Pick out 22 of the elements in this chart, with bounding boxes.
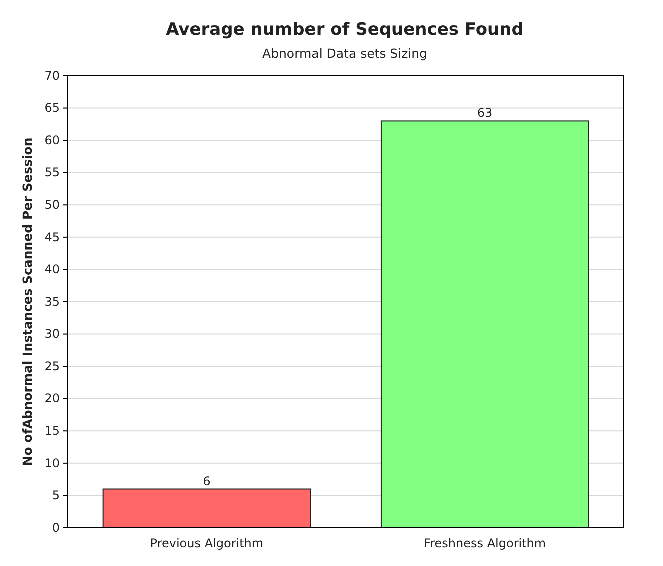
data-label: 63 [477, 106, 493, 120]
y-tick-label: 65 [44, 101, 60, 116]
y-tick-label: 70 [44, 68, 60, 83]
y-tick-label: 45 [44, 230, 60, 244]
y-tick-label: 10 [44, 456, 60, 470]
y-tick-label: 25 [44, 359, 60, 374]
chart-subtitle: Abnormal Data sets Sizing [262, 46, 428, 61]
y-tick-label: 50 [44, 198, 60, 212]
data-label: 6 [203, 474, 211, 488]
x-tick-label: Freshness Algorithm [424, 536, 546, 551]
chart-title: Average number of Sequences Found [166, 20, 524, 40]
y-tick-label: 60 [44, 133, 60, 148]
y-tick-label: 0 [52, 520, 60, 535]
y-tick-label: 55 [44, 166, 60, 180]
y-tick-label: 20 [44, 392, 60, 406]
y-tick-label: 40 [44, 262, 60, 277]
y-tick-label: 5 [52, 488, 60, 503]
y-tick-label: 30 [44, 327, 60, 342]
y-tick-label: 15 [44, 424, 60, 438]
y-tick-label: 35 [44, 294, 60, 309]
y-axis-title: No ofAbnormal Instances Scanned Per Session [20, 138, 35, 466]
x-tick-label: Previous Algorithm [150, 536, 264, 551]
